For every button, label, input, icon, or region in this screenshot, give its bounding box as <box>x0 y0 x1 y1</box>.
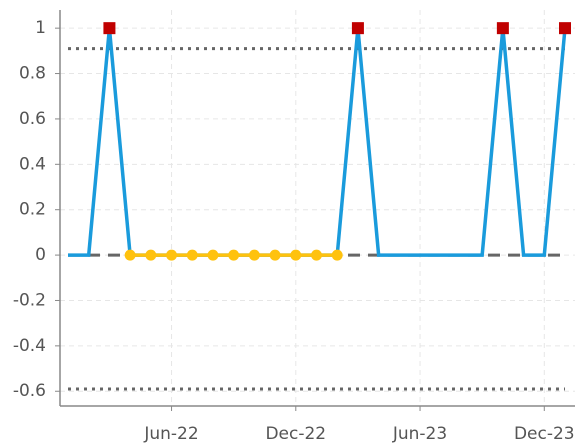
y-tick-label: 0.6 <box>19 109 46 129</box>
series-line <box>68 27 567 257</box>
marker <box>124 249 136 261</box>
marker <box>351 22 364 35</box>
y-tick-label: 0 <box>35 245 46 265</box>
y-tick-label: -0.6 <box>13 381 46 401</box>
marker <box>145 249 157 261</box>
marker <box>103 22 116 35</box>
y-tick-label: 1 <box>35 18 46 38</box>
marker <box>207 249 219 261</box>
y-tick-label: 0.2 <box>19 200 46 220</box>
marker <box>559 22 571 35</box>
marker <box>166 249 178 261</box>
y-tick-label: 0.8 <box>19 64 46 84</box>
y-tick-label: 0.4 <box>19 154 46 174</box>
x-tick-label: Dec-23 <box>514 424 575 444</box>
marker <box>248 249 260 261</box>
marker <box>331 249 343 261</box>
marker <box>186 249 198 261</box>
y-tick-label: -0.4 <box>13 336 46 356</box>
x-tick-label: Dec-22 <box>265 424 326 444</box>
x-tick-label: Jun-23 <box>392 424 447 444</box>
y-tick-label: -0.2 <box>13 290 46 310</box>
marker <box>228 249 240 261</box>
marker <box>496 22 509 35</box>
marker <box>290 249 302 261</box>
marker <box>311 249 322 261</box>
marker <box>269 249 281 261</box>
x-tick-label: Jun-22 <box>143 424 198 444</box>
